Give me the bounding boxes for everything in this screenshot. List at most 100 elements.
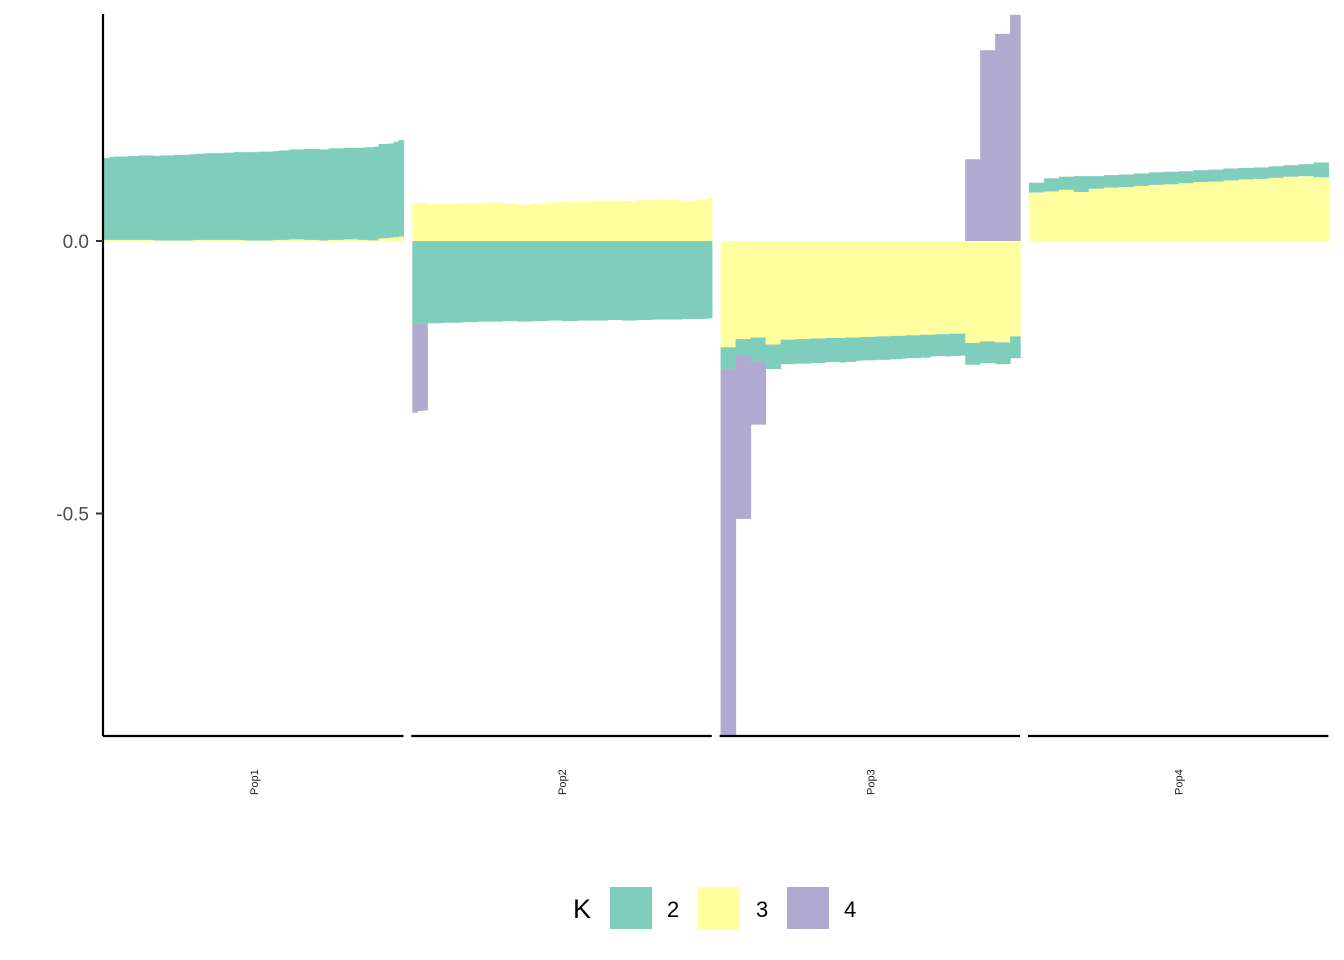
bar-segment-pop2-k2-14 [477, 241, 483, 322]
bar-segment-pop4-k2-8 [1063, 176, 1070, 190]
bar-segment-pop4-k2-39 [1218, 169, 1225, 182]
bar-segment-pop1-k2-28 [238, 152, 245, 240]
bar-segment-pop1-k3-7 [133, 239, 140, 241]
bar-segment-pop1-k3-16 [178, 240, 185, 241]
bar-segment-pop2-k3-9 [452, 203, 458, 241]
bar-segment-pop4-k2-4 [1043, 178, 1050, 192]
bar-segment-pop1-k3-50 [348, 239, 355, 241]
bar-segment-pop2-k2-34 [577, 241, 583, 321]
bar-segment-pop1-k2-51 [353, 147, 360, 240]
bar-segment-pop2-k3-29 [552, 202, 558, 241]
bar-segment-pop2-k2-30 [557, 241, 563, 321]
bar-segment-pop1-k2-20 [198, 153, 205, 240]
bars-layer [104, 14, 1329, 737]
bar-segment-pop3-k3-32 [875, 241, 881, 337]
bar-segment-pop4-k2-37 [1208, 169, 1215, 182]
bar-segment-pop1-k2-8 [138, 155, 145, 240]
bar-segment-pop1-k3-57 [383, 238, 390, 241]
bar-segment-pop4-k3-59 [1318, 177, 1325, 241]
bar-segment-pop4-k3-18 [1113, 187, 1120, 241]
bar-segment-pop3-k3-5 [740, 241, 747, 340]
bar-segment-pop1-k3-4 [118, 239, 125, 241]
bar-segment-pop4-k3-42 [1233, 180, 1240, 241]
bar-segment-pop1-k2-4 [118, 156, 125, 240]
bar-segment-pop2-k3-46 [636, 200, 643, 242]
bar-segment-pop4-k2-45 [1248, 167, 1255, 180]
bar-segment-pop4-k2-3 [1038, 182, 1045, 193]
bar-segment-pop2-k2-19 [502, 241, 508, 322]
bar-segment-pop2-k3-31 [562, 201, 568, 241]
bar-segment-pop1-k3-59 [393, 237, 400, 241]
bar-segment-pop4-k2-41 [1228, 168, 1235, 181]
bar-segment-pop4-k3-2 [1033, 192, 1040, 241]
bar-segment-pop4-k3-57 [1308, 176, 1315, 241]
bar-segment-pop2-k3-37 [592, 200, 598, 241]
bar-segment-pop4-k2-15 [1098, 176, 1105, 189]
bar-segment-pop4-k2-49 [1268, 166, 1275, 178]
bar-segment-pop2-k2-29 [552, 241, 558, 321]
bar-segment-pop2-k2-21 [512, 241, 518, 322]
legend-swatch-k2 [610, 887, 652, 929]
bar-segment-pop3-k4-7 [750, 361, 757, 425]
bar-segment-pop2-k2-55 [681, 241, 688, 319]
bar-segment-pop1-k3-22 [208, 239, 215, 241]
bar-segment-pop1-k3-42 [308, 239, 315, 241]
bar-segment-pop4-k2-28 [1163, 171, 1170, 185]
bar-segment-pop4-k2-60 [1323, 162, 1329, 178]
bar-segment-pop3-k2-30 [865, 336, 871, 361]
bar-segment-pop4-k2-27 [1158, 172, 1165, 185]
bar-segment-pop2-k3-20 [507, 203, 513, 241]
bar-segment-pop1-k2-12 [158, 155, 165, 241]
bar-segment-pop2-k2-33 [572, 241, 578, 322]
bar-segment-pop2-k3-35 [582, 201, 588, 241]
bar-segment-pop2-k2-1 [412, 241, 418, 326]
bar-segment-pop1-k3-55 [373, 240, 380, 241]
bar-segment-pop1-k3-14 [168, 240, 175, 241]
bar-segment-pop2-k3-27 [542, 203, 548, 241]
bar-segment-pop2-k3-49 [651, 200, 658, 242]
bar-segment-pop2-k2-40 [606, 241, 613, 321]
bar-segment-pop3-k3-28 [855, 241, 861, 338]
bar-segment-pop4-k2-7 [1058, 176, 1065, 190]
bar-segment-pop1-k3-12 [158, 240, 165, 241]
bar-segment-pop1-k2-7 [133, 155, 140, 240]
bar-segment-pop2-k3-36 [587, 201, 593, 241]
bar-segment-pop2-k3-55 [681, 200, 688, 241]
bar-segment-pop3-k2-26 [845, 337, 851, 362]
bar-segment-pop2-k2-18 [497, 241, 503, 322]
bar-segment-pop2-k3-2 [417, 203, 423, 241]
facet-label-pop1: Pop1 [249, 769, 261, 795]
bar-segment-pop4-k2-10 [1073, 176, 1080, 192]
bar-segment-pop3-k2-20 [815, 338, 822, 364]
bar-segment-pop2-k2-25 [532, 241, 538, 322]
bar-segment-pop4-k3-23 [1138, 185, 1145, 241]
legend: K 2 3 4 [573, 887, 856, 929]
bar-segment-pop2-k3-15 [482, 202, 488, 241]
bar-segment-pop1-k2-42 [308, 148, 315, 240]
bar-segment-pop4-k3-3 [1038, 192, 1045, 241]
bar-segment-pop1-k3-21 [203, 239, 210, 241]
bar-segment-pop1-k3-41 [303, 239, 310, 241]
bar-segment-pop4-k2-56 [1303, 164, 1310, 177]
bar-segment-pop2-k2-39 [601, 241, 608, 321]
bar-segment-pop3-k2-15 [790, 339, 797, 365]
bar-segment-pop3-k3-44 [935, 241, 941, 335]
bar-segment-pop4-k3-48 [1263, 178, 1270, 241]
bar-segment-pop4-k3-56 [1303, 176, 1310, 241]
bar-segment-pop3-k2-38 [905, 335, 911, 359]
bar-segment-pop2-k3-19 [502, 203, 508, 241]
bar-segment-pop4-k3-39 [1218, 181, 1225, 241]
bar-segment-pop3-k4-53 [980, 50, 986, 241]
bar-segment-pop1-k3-15 [173, 240, 180, 241]
bar-segment-pop2-k3-16 [487, 202, 493, 241]
bar-segment-pop4-k2-30 [1173, 171, 1180, 185]
bar-segment-pop4-k2-19 [1118, 174, 1125, 188]
bar-segment-pop2-k2-41 [611, 241, 618, 321]
bar-segment-pop1-k3-44 [318, 240, 325, 241]
bar-segment-pop1-k2-1 [104, 158, 110, 240]
bar-segment-pop2-k2-16 [487, 241, 493, 322]
bar-segment-pop2-k2-9 [452, 241, 458, 323]
bar-segment-pop4-k2-38 [1213, 169, 1220, 182]
bar-segment-pop3-k2-60 [1015, 336, 1021, 359]
bar-segment-pop2-k2-38 [596, 241, 603, 321]
